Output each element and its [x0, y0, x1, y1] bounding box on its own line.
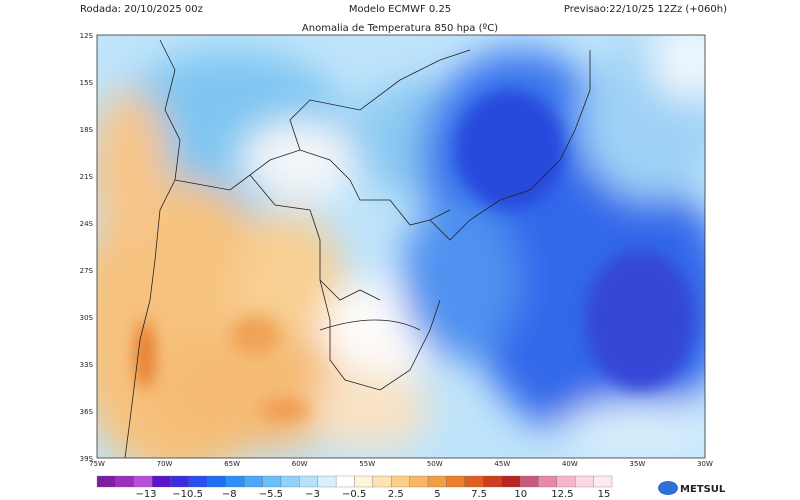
colorbar-label: −3 — [305, 489, 320, 500]
colorbar-swatch — [409, 475, 429, 488]
colorbar-label: −5.5 — [259, 489, 283, 500]
colorbar-swatch — [188, 475, 208, 488]
lat-label: 27S — [80, 267, 94, 275]
colorbar-label: 12.5 — [551, 489, 573, 500]
lat-label: 33S — [80, 361, 94, 369]
colorbar-label: −8 — [222, 489, 237, 500]
colorbar-label: 10 — [514, 489, 527, 500]
lon-label: 50W — [427, 460, 443, 468]
colorbar-label: −10.5 — [172, 489, 203, 500]
colorbar-label: 2.5 — [388, 489, 404, 500]
lat-label: 36S — [80, 408, 94, 416]
lat-label: 24S — [80, 220, 94, 228]
colorbar-swatch — [243, 475, 263, 488]
colorbar-swatch — [317, 475, 337, 488]
colorbar-label: 5 — [434, 489, 440, 500]
lon-label: 60W — [292, 460, 308, 468]
colorbar-swatch — [133, 475, 153, 488]
colorbar-label: −0.5 — [342, 489, 366, 500]
lat-label: 15S — [80, 79, 94, 87]
lon-label: 35W — [630, 460, 646, 468]
map-field — [97, 35, 705, 458]
colorbar-swatch — [464, 475, 484, 488]
logo-text: METSUL — [680, 484, 726, 495]
colorbar-swatch — [262, 475, 282, 488]
logo: METSUL — [658, 481, 726, 495]
forecast-label: Previsao:22/10/25 12Zz (+060h) — [564, 4, 727, 15]
lat-label: 18S — [80, 126, 94, 134]
lon-label: 45W — [494, 460, 510, 468]
lon-label: 70W — [157, 460, 173, 468]
model-label: Modelo ECMWF 0.25 — [349, 4, 451, 15]
colorbar-swatch — [538, 475, 557, 488]
colorbar-swatch — [152, 475, 171, 488]
lon-label: 65W — [224, 460, 240, 468]
colorbar-swatch — [299, 475, 318, 488]
map-frame — [96, 34, 706, 459]
colorbar-label: −13 — [135, 489, 156, 500]
lon-label: 30W — [697, 460, 713, 468]
lon-label: 75W — [89, 460, 105, 468]
colorbar-swatch — [372, 475, 392, 488]
lat-label: 21S — [80, 173, 94, 181]
lon-label: 40W — [562, 460, 578, 468]
colorbar-swatch — [225, 475, 245, 488]
colorbar-label: 7.5 — [471, 489, 487, 500]
colorbar-swatch — [575, 475, 594, 488]
lat-label: 30S — [80, 314, 94, 322]
colorbar-swatch — [427, 475, 447, 488]
colorbar-swatch — [593, 475, 613, 488]
colorbar-swatch — [391, 475, 410, 488]
run-label: Rodada: 20/10/2025 00z — [80, 4, 203, 15]
colorbar-swatch — [556, 475, 576, 488]
map-title: Anomalia de Temperatura 850 hpa (ºC) — [302, 23, 498, 34]
colorbar-swatch — [96, 475, 116, 488]
colorbar-swatch — [446, 475, 466, 488]
colorbar-swatch — [115, 475, 134, 488]
colorbar-swatch — [354, 475, 374, 488]
colorbar-swatch — [170, 475, 190, 488]
lat-label: 12S — [80, 32, 94, 40]
lat-label: 39S — [80, 455, 94, 463]
colorbar-swatch — [280, 475, 300, 488]
colorbar-swatch — [335, 475, 355, 488]
colorbar-swatch — [519, 475, 539, 488]
colorbar-swatch — [501, 475, 521, 488]
colorbar-swatch — [207, 475, 226, 488]
colorbar-swatch — [483, 475, 502, 488]
lon-label: 55W — [359, 460, 375, 468]
colorbar-label: 15 — [598, 489, 611, 500]
